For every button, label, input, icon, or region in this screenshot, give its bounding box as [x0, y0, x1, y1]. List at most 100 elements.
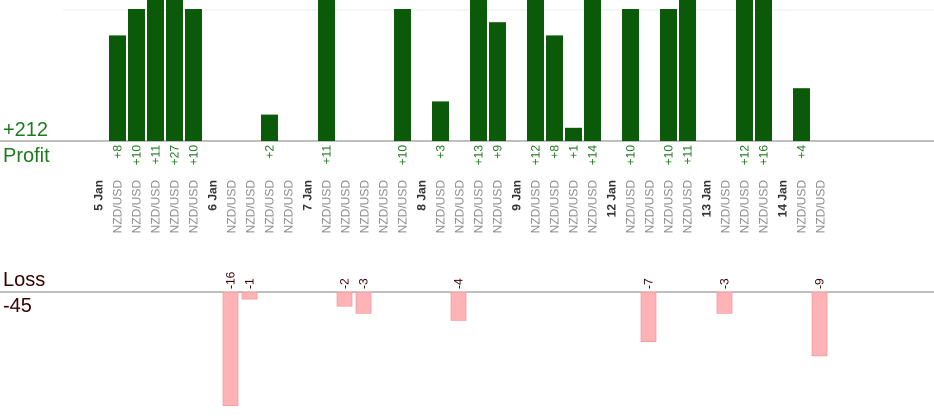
profit-value-label: +12 — [738, 145, 752, 166]
pair-label: NZD/USD — [244, 180, 258, 234]
profit-bar — [185, 9, 202, 141]
date-label: 6 Jan — [206, 180, 220, 211]
pair-label: NZD/USD — [624, 180, 638, 234]
pair-label: NZD/USD — [168, 180, 182, 234]
profit-value-label: +8 — [548, 145, 562, 159]
date-label: 5 Jan — [92, 180, 106, 211]
profit-value-label: +27 — [168, 145, 182, 166]
profit-value-label: +2 — [263, 145, 277, 159]
pair-label: NZD/USD — [187, 180, 201, 234]
pair-label: NZD/USD — [453, 180, 467, 234]
pair-label: NZD/USD — [643, 180, 657, 234]
profit-bar — [147, 0, 164, 141]
profit-value-label: +8 — [111, 145, 125, 159]
date-label: 9 Jan — [510, 180, 524, 211]
loss-value-label: -16 — [224, 271, 238, 289]
profit-bar — [318, 0, 335, 141]
loss-value-label: -3 — [357, 278, 371, 289]
pair-label: NZD/USD — [814, 180, 828, 234]
date-label: 8 Jan — [415, 180, 429, 211]
loss-value-label: -7 — [642, 278, 656, 289]
profit-bar — [793, 88, 810, 141]
pair-label: NZD/USD — [567, 180, 581, 234]
profit-total: +212 — [3, 119, 49, 141]
profit-value-label: +10 — [396, 145, 410, 166]
chart-labels: 5 Jan NZD/USD +8 NZD/USD +10 NZD/USD +11 NZD/US… — [92, 145, 828, 289]
profit-bar — [660, 9, 677, 141]
profit-value-label: +11 — [149, 145, 163, 165]
pair-label: NZD/USD — [130, 180, 144, 234]
pair-label: NZD/USD — [149, 180, 163, 234]
profit-value-label: +11 — [320, 145, 334, 165]
profit-bar — [470, 0, 487, 141]
pair-label: NZD/USD — [225, 180, 239, 234]
pair-label: NZD/USD — [548, 180, 562, 234]
profit-bar — [166, 0, 183, 141]
loss-total: -45 — [3, 295, 32, 317]
profit-bar — [489, 22, 506, 142]
loss-value-label: -2 — [338, 278, 352, 289]
loss-bar — [355, 291, 372, 314]
profit-value-label: +14 — [586, 145, 600, 166]
loss-bar — [811, 291, 828, 357]
pair-label: NZD/USD — [358, 180, 372, 234]
pair-label: NZD/USD — [396, 180, 410, 234]
loss-bars — [222, 291, 828, 406]
profit-value-label: +10 — [130, 145, 144, 166]
profit-bar — [565, 127, 582, 141]
pair-label: NZD/USD — [491, 180, 505, 234]
pair-label: NZD/USD — [757, 180, 771, 234]
pair-label: NZD/USD — [472, 180, 486, 234]
pair-label: NZD/USD — [282, 180, 296, 234]
loss-bar — [222, 291, 239, 406]
date-label: 7 Jan — [301, 180, 315, 211]
pair-label: NZD/USD — [795, 180, 809, 234]
profit-value-label: +12 — [529, 145, 543, 166]
loss-bar — [450, 291, 467, 321]
loss-bar — [241, 291, 258, 300]
profit-value-label: +16 — [757, 145, 771, 166]
pair-label: NZD/USD — [111, 180, 125, 234]
profit-bar — [736, 0, 753, 141]
profit-value-label: +9 — [491, 145, 505, 159]
date-label: 14 Jan — [776, 180, 790, 217]
pair-label: NZD/USD — [586, 180, 600, 234]
profit-bar — [527, 0, 544, 141]
pair-label: NZD/USD — [377, 180, 391, 234]
profit-value-label: +11 — [681, 145, 695, 165]
profit-value-label: +1 — [567, 145, 581, 159]
profit-bar — [432, 101, 449, 141]
date-label: 13 Jan — [700, 180, 714, 217]
loss-bar — [640, 291, 657, 343]
pair-label: NZD/USD — [738, 180, 752, 234]
profit-bar — [109, 35, 126, 141]
pair-label: NZD/USD — [263, 180, 277, 234]
pair-label: NZD/USD — [434, 180, 448, 234]
profit-label: Profit — [3, 145, 50, 167]
profit-bar — [394, 9, 411, 141]
pair-label: NZD/USD — [681, 180, 695, 234]
profit-bars — [109, 0, 810, 142]
pair-label: NZD/USD — [662, 180, 676, 234]
loss-label: Loss — [3, 269, 46, 291]
profit-bar — [128, 9, 145, 141]
profit-bar — [679, 0, 696, 141]
pair-label: NZD/USD — [339, 180, 353, 234]
loss-bar — [716, 291, 733, 314]
loss-bar — [336, 291, 353, 307]
profit-bar — [261, 114, 278, 141]
profit-bar — [622, 9, 639, 141]
profit-value-label: +3 — [434, 145, 448, 159]
profit-value-label: +13 — [472, 145, 486, 166]
profit-value-label: +10 — [624, 145, 638, 166]
profit-bar — [546, 35, 563, 141]
profit-bar — [584, 0, 601, 141]
loss-value-label: -4 — [452, 278, 466, 289]
profit-value-label: +10 — [662, 145, 676, 166]
profit-bar — [755, 0, 772, 141]
profit-value-label: +10 — [187, 145, 201, 166]
loss-value-label: -3 — [718, 278, 732, 289]
loss-value-label: -9 — [813, 278, 827, 289]
loss-value-label: -1 — [243, 278, 257, 289]
